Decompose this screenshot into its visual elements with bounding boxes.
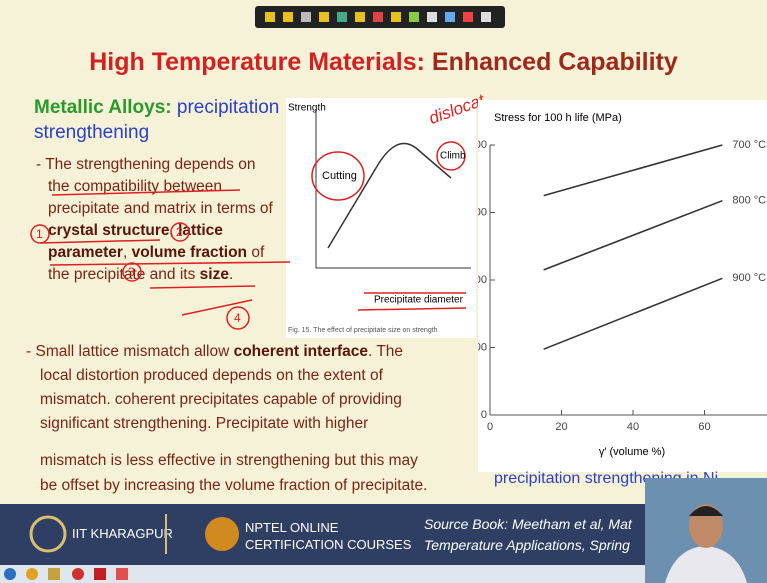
taskbar-icon[interactable] [26,568,38,580]
x-tick-label: 60 [698,421,710,433]
text-line: the precipitate and its size. [48,266,233,284]
text-line: precipitate and matrix in terms of [48,200,273,218]
series-label: 800 °C [732,195,766,207]
figure-caption: Fig. 15. The effect of precipitate size … [288,327,438,334]
iit-name: IIT KHARAGPUR [72,526,173,541]
taskbar-icons [0,565,170,583]
text-line: mismatch. coherent precipitates capable … [40,391,402,409]
sketch-label: Climb [440,151,466,162]
ink-number: 4 [234,311,241,325]
nptel: CERTIFICATION COURSES [245,537,411,552]
y-tick-label: 400 [478,274,487,286]
taskbar-icon[interactable] [94,568,106,580]
bullet: - [36,156,41,173]
sketch-label: Cutting [322,170,357,182]
sketch-x-label: Precipitate diameter [374,295,464,306]
chart-bg [478,100,767,472]
chart: Stress for 100 h life (MPa) γ′ (volume %… [478,100,767,472]
bold: crystal structure [48,222,169,239]
taskbar-icon[interactable] [72,568,84,580]
y-tick-label: 200 [478,341,487,353]
x-axis-label: γ′ (volume %) [599,446,665,458]
taskbar-icon[interactable] [4,568,16,580]
ink [31,225,49,243]
text-line: - The strengthening depends on [36,156,255,174]
text: of [247,244,264,261]
text: The strengthening depends on [45,156,255,173]
series-label: 900 °C [732,272,766,284]
text-line: local distortion produced depends on the… [40,367,383,385]
sketch-y-label: Strength [288,103,326,114]
divider [165,514,167,554]
y-tick-label: 0 [481,409,487,421]
text: Small lattice mismatch allow [35,343,233,360]
x-tick-label: 0 [487,421,493,433]
y-tick-label: 600 [478,206,487,218]
text: , [169,222,178,239]
bold: lattice [178,222,223,239]
bold: volume fraction [132,244,247,261]
series-label: 700 °C [732,139,766,151]
heading-green: Metallic Alloys: [34,97,172,118]
y-axis-label: Stress for 100 h life (MPa) [494,112,622,124]
text-line: mismatch is less effective in strengthen… [40,452,418,470]
source: Source Book: Meetham et al, Mat [424,516,632,532]
toolbar-icons [255,6,505,28]
text-line: the compatibility between [48,178,222,196]
taskbar-icon[interactable] [48,568,60,580]
ink-number: 1 [36,227,43,241]
text-line: be offset by increasing the volume fract… [40,477,427,495]
text-line: - Small lattice mismatch allow coherent … [26,343,403,361]
heading: Metallic Alloys: precipitation [34,97,279,119]
bold: parameter [48,244,123,261]
ink [227,307,249,329]
bold: size [200,266,229,283]
nptel: NPTEL ONLINE [245,520,338,535]
toolbar [255,6,505,28]
taskbar-icon[interactable] [116,568,128,580]
x-tick-label: 20 [555,421,567,433]
slide-title: High Temperature Materials: Enhanced Cap… [0,48,767,77]
title-red: High Temperature Materials: [89,48,425,76]
text-line: crystal structure, lattice [48,222,223,240]
page: High Temperature Materials: Enhanced Cap… [0,0,767,583]
heading-blue: strengthening [34,122,149,144]
text: . [229,266,233,283]
text: , [123,244,132,261]
iit-logo [28,514,68,554]
bullet: - [26,343,31,360]
nptel-logo [202,514,242,554]
text: . The [368,343,403,360]
x-tick-label: 40 [627,421,639,433]
text-line: parameter, volume fraction of [48,244,264,262]
source: Temperature Applications, Spring [424,537,630,553]
sketch-figure: Strength Cutting Climb Precipitate diame… [286,98,476,338]
text: the precipitate and its [48,266,200,283]
y-tick-label: 800 [478,139,487,151]
speaker-video [645,478,767,583]
heading-blue: precipitation [177,97,279,118]
bold: coherent interface [234,343,368,360]
speaker [645,478,767,583]
title-dark: Enhanced Capability [432,48,678,76]
text-line: significant strengthening. Precipitate w… [40,415,368,433]
